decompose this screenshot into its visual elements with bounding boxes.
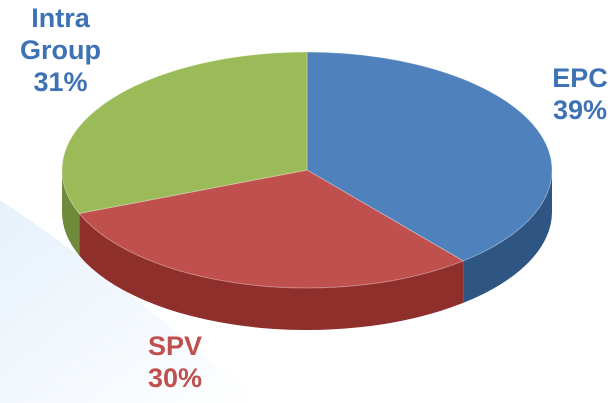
pie-slice [78, 169, 465, 289]
slice-label: SPV 30% [130, 330, 220, 394]
pie-slice [61, 51, 308, 214]
slice-label: Intra Group 31% [8, 2, 113, 98]
slice-name: SPV [147, 331, 203, 361]
pie-slice [306, 51, 553, 262]
slice-value: 30% [147, 363, 203, 393]
slice-value: 31% [33, 67, 88, 97]
pie-side [463, 170, 552, 303]
slice-name: Intra Group [20, 3, 101, 65]
slice-label: EPC 39% [540, 62, 612, 126]
background-swoosh [0, 200, 260, 403]
pie-side [62, 170, 80, 256]
slice-value: 39% [552, 95, 608, 125]
pie-side [79, 213, 464, 331]
slice-name: EPC [552, 63, 608, 93]
